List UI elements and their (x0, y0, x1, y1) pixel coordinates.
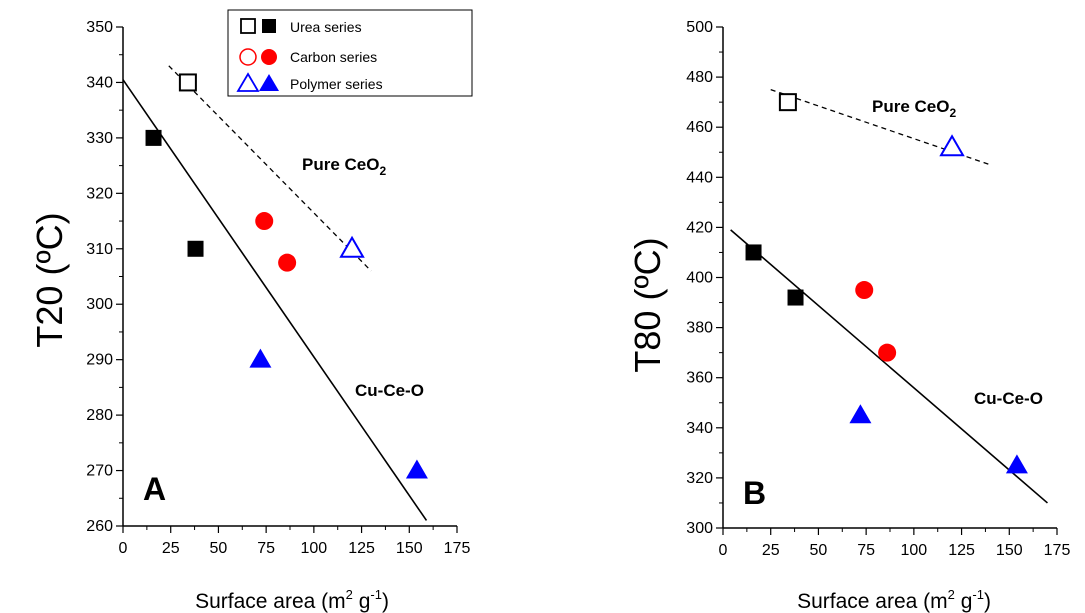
x-tick-label-a-50: 50 (210, 540, 228, 557)
y-axis-title-b: T80 (ºC) (627, 237, 668, 372)
y-tick-label-a-310: 310 (86, 241, 113, 258)
data-point-a-square-1 (145, 129, 162, 146)
y-tick-label-a-320: 320 (86, 185, 113, 202)
x-tick-label-a-100: 100 (301, 540, 328, 557)
y-tick-label-a-330: 330 (86, 130, 113, 147)
data-point-a-square-2 (187, 240, 204, 257)
legend-label-polymer: Polymer series (290, 76, 383, 92)
x-tick-label-b-25: 25 (762, 542, 780, 559)
data-point-a-triangle-0 (339, 235, 365, 258)
data-point-b-square-0 (778, 93, 797, 112)
x-tick-label-a-25: 25 (162, 540, 180, 557)
x-tick-label-a-125: 125 (348, 540, 375, 557)
x-tick-label-a-75: 75 (257, 540, 275, 557)
data-point-a-triangle-2 (405, 459, 428, 479)
x-tick-label-b-125: 125 (948, 542, 975, 559)
panel-letter-a: A (143, 471, 166, 507)
data-point-b-circle-1 (878, 343, 897, 362)
y-tick-label-a-290: 290 (86, 352, 113, 369)
legend-urea-filled-square (262, 19, 276, 33)
cu-ce-o-label-a: Cu-Ce-O (355, 381, 424, 400)
legend: Urea series Carbon series Polymer series (227, 9, 473, 97)
pure-ceo2-label-b: Pure CeO2 (872, 97, 956, 120)
y-tick-label-b-360: 360 (686, 370, 713, 387)
y-tick-label-a-270: 270 (86, 463, 113, 480)
x-tick-label-a-0: 0 (119, 540, 128, 557)
y-tick-label-b-340: 340 (686, 420, 713, 437)
y-tick-label-b-400: 400 (686, 270, 713, 287)
legend-label-urea: Urea series (290, 19, 362, 35)
y-tick-label-a-350: 350 (86, 19, 113, 36)
data-point-a-square-0 (178, 73, 197, 92)
fit-line-solid-b (730, 229, 1048, 504)
legend-polymer-filled-triangle (259, 74, 279, 91)
y-tick-label-b-480: 480 (686, 69, 713, 86)
y-tick-label-a-300: 300 (86, 296, 113, 313)
data-point-b-square-1 (745, 244, 762, 261)
legend-carbon-open-circle (239, 48, 257, 66)
y-tick-label-b-300: 300 (686, 520, 713, 537)
legend-polymer-open-triangle (236, 72, 260, 92)
y-tick-label-a-260: 260 (86, 518, 113, 535)
x-tick-label-b-50: 50 (810, 542, 828, 559)
y-tick-label-b-460: 460 (686, 119, 713, 136)
fit-line-dashed-a (168, 65, 372, 272)
y-axis-title-a: T20 (ºC) (29, 212, 70, 347)
pure-ceo2-label-a: Pure CeO2 (302, 155, 386, 178)
y-tick-label-a-280: 280 (86, 407, 113, 424)
cu-ce-o-label-b: Cu-Ce-O (974, 389, 1043, 408)
x-tick-label-b-100: 100 (901, 542, 928, 559)
legend-label-carbon: Carbon series (290, 49, 377, 65)
data-point-a-circle-0 (255, 212, 274, 231)
panel-letter-b: B (743, 475, 766, 511)
data-point-b-triangle-1 (849, 404, 872, 424)
data-point-a-triangle-1 (249, 348, 272, 368)
x-tick-label-b-75: 75 (857, 542, 875, 559)
x-axis-title-a: Surface area (m2 g-1) (195, 587, 389, 613)
y-tick-label-b-420: 420 (686, 219, 713, 236)
legend-carbon-filled-circle (261, 49, 277, 65)
data-point-b-square-2 (787, 289, 804, 306)
y-tick-label-b-440: 440 (686, 169, 713, 186)
x-tick-label-b-150: 150 (996, 542, 1023, 559)
data-point-a-circle-1 (278, 253, 297, 272)
data-point-b-triangle-2 (1005, 454, 1028, 474)
x-tick-label-b-0: 0 (719, 542, 728, 559)
y-tick-label-b-320: 320 (686, 470, 713, 487)
x-tick-label-a-150: 150 (396, 540, 423, 557)
fit-line-solid-a (122, 79, 428, 521)
x-tick-label-b-175: 175 (1044, 542, 1071, 559)
legend-urea-open-square (240, 18, 256, 34)
y-tick-label-a-340: 340 (86, 74, 113, 91)
data-point-b-triangle-0 (939, 134, 965, 157)
data-point-b-circle-0 (855, 281, 874, 300)
x-tick-label-a-175: 175 (444, 540, 471, 557)
x-axis-title-b: Surface area (m2 g-1) (797, 587, 991, 613)
y-tick-label-b-500: 500 (686, 19, 713, 36)
y-tick-label-b-380: 380 (686, 320, 713, 337)
